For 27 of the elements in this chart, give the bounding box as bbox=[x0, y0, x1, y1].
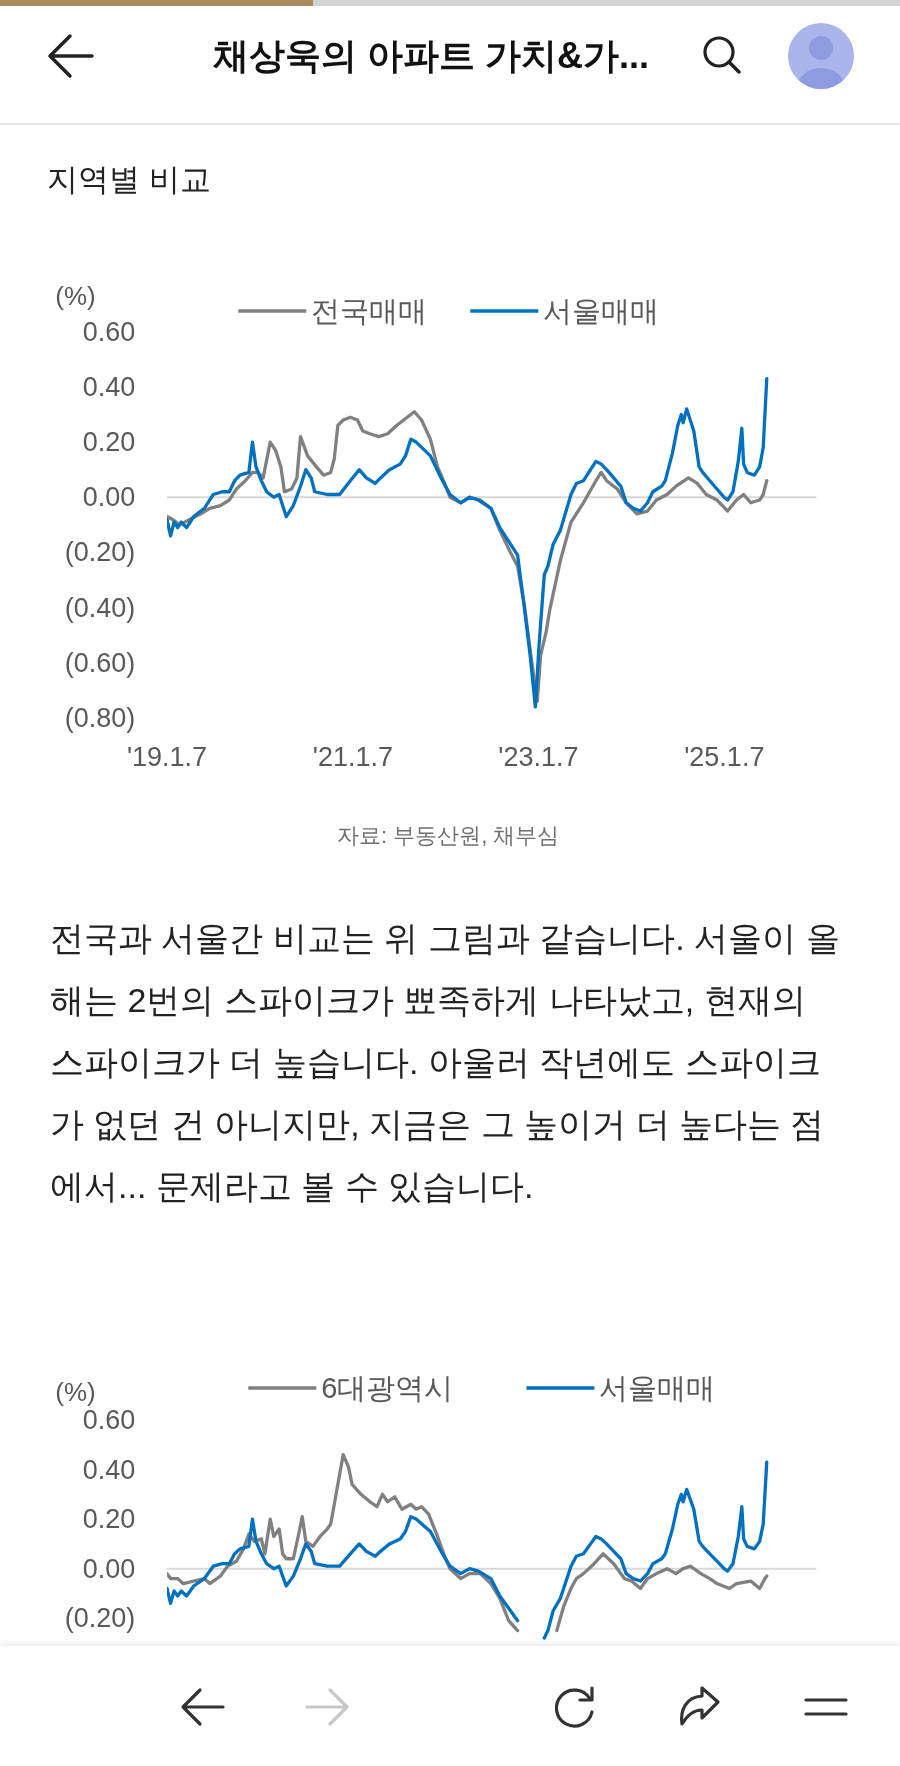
y-tick-label: 0.40 bbox=[82, 371, 135, 402]
y-tick-label: (0.40) bbox=[64, 592, 135, 623]
y-tick-label: (0.60) bbox=[64, 647, 135, 678]
y-tick-label: 0.00 bbox=[82, 482, 135, 513]
legend-label: 6대광역시 bbox=[320, 1372, 454, 1404]
y-tick-label: (0.20) bbox=[64, 537, 135, 568]
y-tick-label: 0.00 bbox=[82, 1553, 135, 1584]
y-tick-label: (0.80) bbox=[64, 703, 135, 733]
y-tick-label: 0.20 bbox=[82, 427, 135, 458]
y-tick-label: 0.60 bbox=[82, 316, 135, 347]
y-axis-title: (%) bbox=[54, 281, 96, 311]
x-tick-label: '21.1.7 bbox=[312, 742, 393, 772]
x-tick-label: '23.1.7 bbox=[498, 742, 579, 772]
x-tick-label: '19.1.7 bbox=[126, 742, 207, 772]
legend-label: 전국매매 bbox=[310, 295, 427, 327]
legend-label: 서울매매 bbox=[542, 295, 659, 327]
y-axis-title: (%) bbox=[54, 1377, 96, 1407]
y-tick-label: 0.20 bbox=[82, 1504, 135, 1535]
chart-title: 지역별 비교 bbox=[46, 162, 211, 198]
text: 자료: 부동산원, 채부심 bbox=[336, 823, 560, 849]
text: 전국과 서울간 비교는 위 그림과 같습니다. 서울이 올해는 2번의 스파이크가 뾰족하게 나타났고, 현재의 스파이크가 더 높습니다. 아울러 작년에도 스파이크가 없던 건 아니지만, 지금은 그 높이거 더 높다는 점에서... 문제라고 볼 수 있습니다. bbox=[50, 918, 841, 1207]
legend-label: 서울매매 bbox=[599, 1372, 716, 1404]
text: 채상욱의 아파트 가치&가... bbox=[212, 34, 650, 78]
y-tick-label: 0.40 bbox=[82, 1454, 135, 1485]
y-tick-label: (0.20) bbox=[64, 1603, 135, 1634]
y-tick-label: 0.60 bbox=[82, 1405, 135, 1435]
x-tick-label: '25.1.7 bbox=[683, 742, 765, 772]
